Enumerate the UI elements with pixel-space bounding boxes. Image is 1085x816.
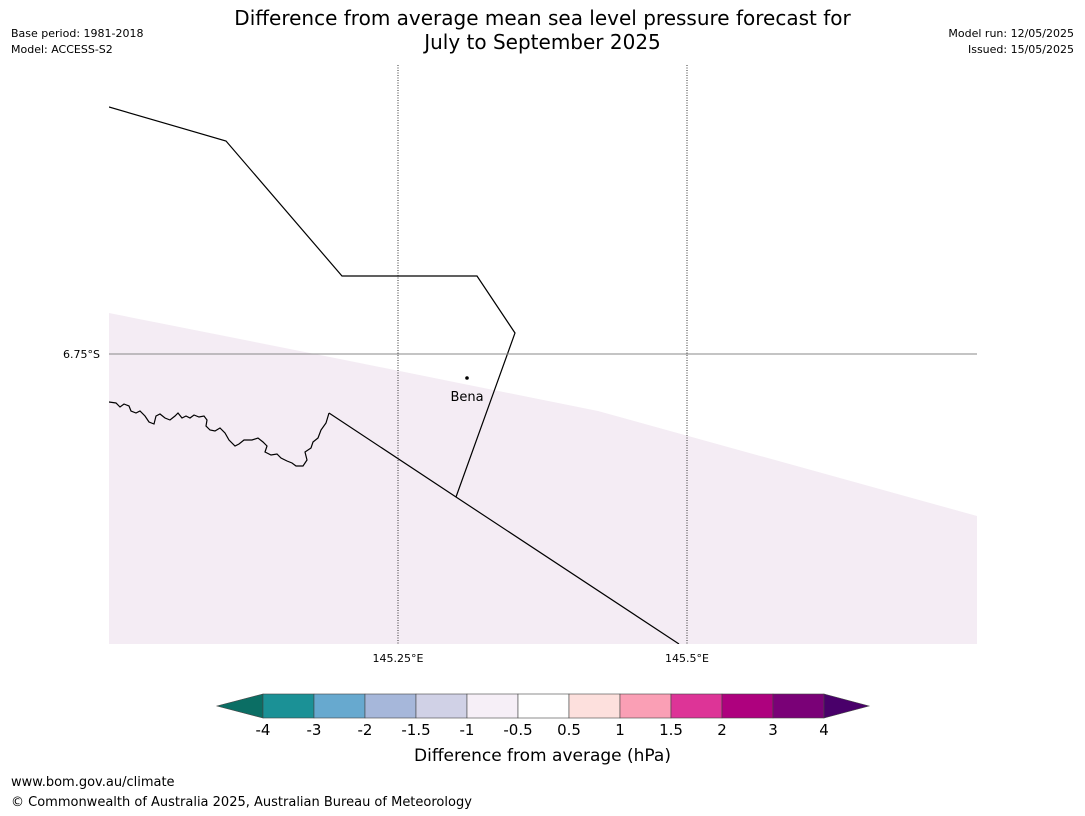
colorbar-segment (313, 693, 366, 719)
colorbar-tick-label: -4 (256, 721, 271, 739)
colorbar-tick-label: -3 (307, 721, 322, 739)
latitude-label: 6.75°S (63, 348, 100, 361)
place-marker (465, 376, 469, 380)
longitude-label-1: 145.25°E (373, 652, 424, 665)
colorbar-segment (670, 693, 723, 719)
colorbar-segment (721, 693, 774, 719)
issued-date: Issued: 15/05/2025 (967, 43, 1074, 56)
colorbar-segment (517, 693, 570, 719)
title-line-1: Difference from average mean sea level p… (234, 6, 851, 30)
colorbar-tick-label: 4 (819, 721, 829, 739)
colorbar-segment (568, 693, 621, 719)
coastline (109, 401, 330, 467)
colorbar-over-arrow (823, 693, 871, 719)
colorbar-tick-label: 2 (717, 721, 727, 739)
colorbar-title: Difference from average (hPa) (414, 746, 671, 766)
footer-url: www.bom.gov.au/climate (11, 775, 175, 790)
colorbar-segment (619, 693, 672, 719)
model-run: Model run: 12/05/2025 (948, 27, 1074, 40)
colorbar-tick-label: -2 (358, 721, 373, 739)
colorbar-segment (772, 693, 825, 719)
colorbar-tick-label: 1.5 (659, 721, 683, 739)
meta-left: Base period: 1981-2018 Model: ACCESS-S2 (11, 26, 143, 58)
colorbar-segment (364, 693, 417, 719)
colorbar-tick-label: 3 (768, 721, 778, 739)
colorbar-tick-label: -1 (460, 721, 475, 739)
longitude-label-2: 145.5°E (665, 652, 709, 665)
boundary-line-south (328, 412, 680, 644)
base-period: Base period: 1981-2018 (11, 27, 144, 40)
colorbar-under-arrow (215, 693, 264, 719)
boundary-line-north (109, 106, 516, 498)
map-title: Difference from average mean sea level p… (0, 6, 1085, 54)
colorbar-segment (262, 693, 315, 719)
colorbar-tick-label: 0.5 (557, 721, 581, 739)
colorbar-tick-label: 1 (615, 721, 625, 739)
model-name: Model: ACCESS-S2 (11, 43, 113, 56)
footer-copyright: © Commonwealth of Australia 2025, Austra… (11, 795, 472, 810)
pressure-anomaly-shading (109, 313, 977, 644)
colorbar-tick-label: -1.5 (401, 721, 430, 739)
meta-right: Model run: 12/05/2025 Issued: 15/05/2025 (948, 26, 1074, 58)
place-label: Bena (450, 390, 483, 405)
colorbar-tick-label: -0.5 (503, 721, 532, 739)
colorbar: -4 -3 -2 -1.5 -1 -0.5 0.5 1 1.5 2 3 4 (215, 693, 871, 739)
colorbar-segment (466, 693, 519, 719)
title-line-2: July to September 2025 (424, 30, 661, 54)
colorbar-segment (415, 693, 468, 719)
